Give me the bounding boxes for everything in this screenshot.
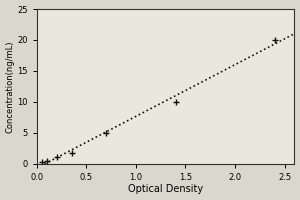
Y-axis label: Concentration(ng/mL): Concentration(ng/mL) — [6, 40, 15, 133]
X-axis label: Optical Density: Optical Density — [128, 184, 203, 194]
